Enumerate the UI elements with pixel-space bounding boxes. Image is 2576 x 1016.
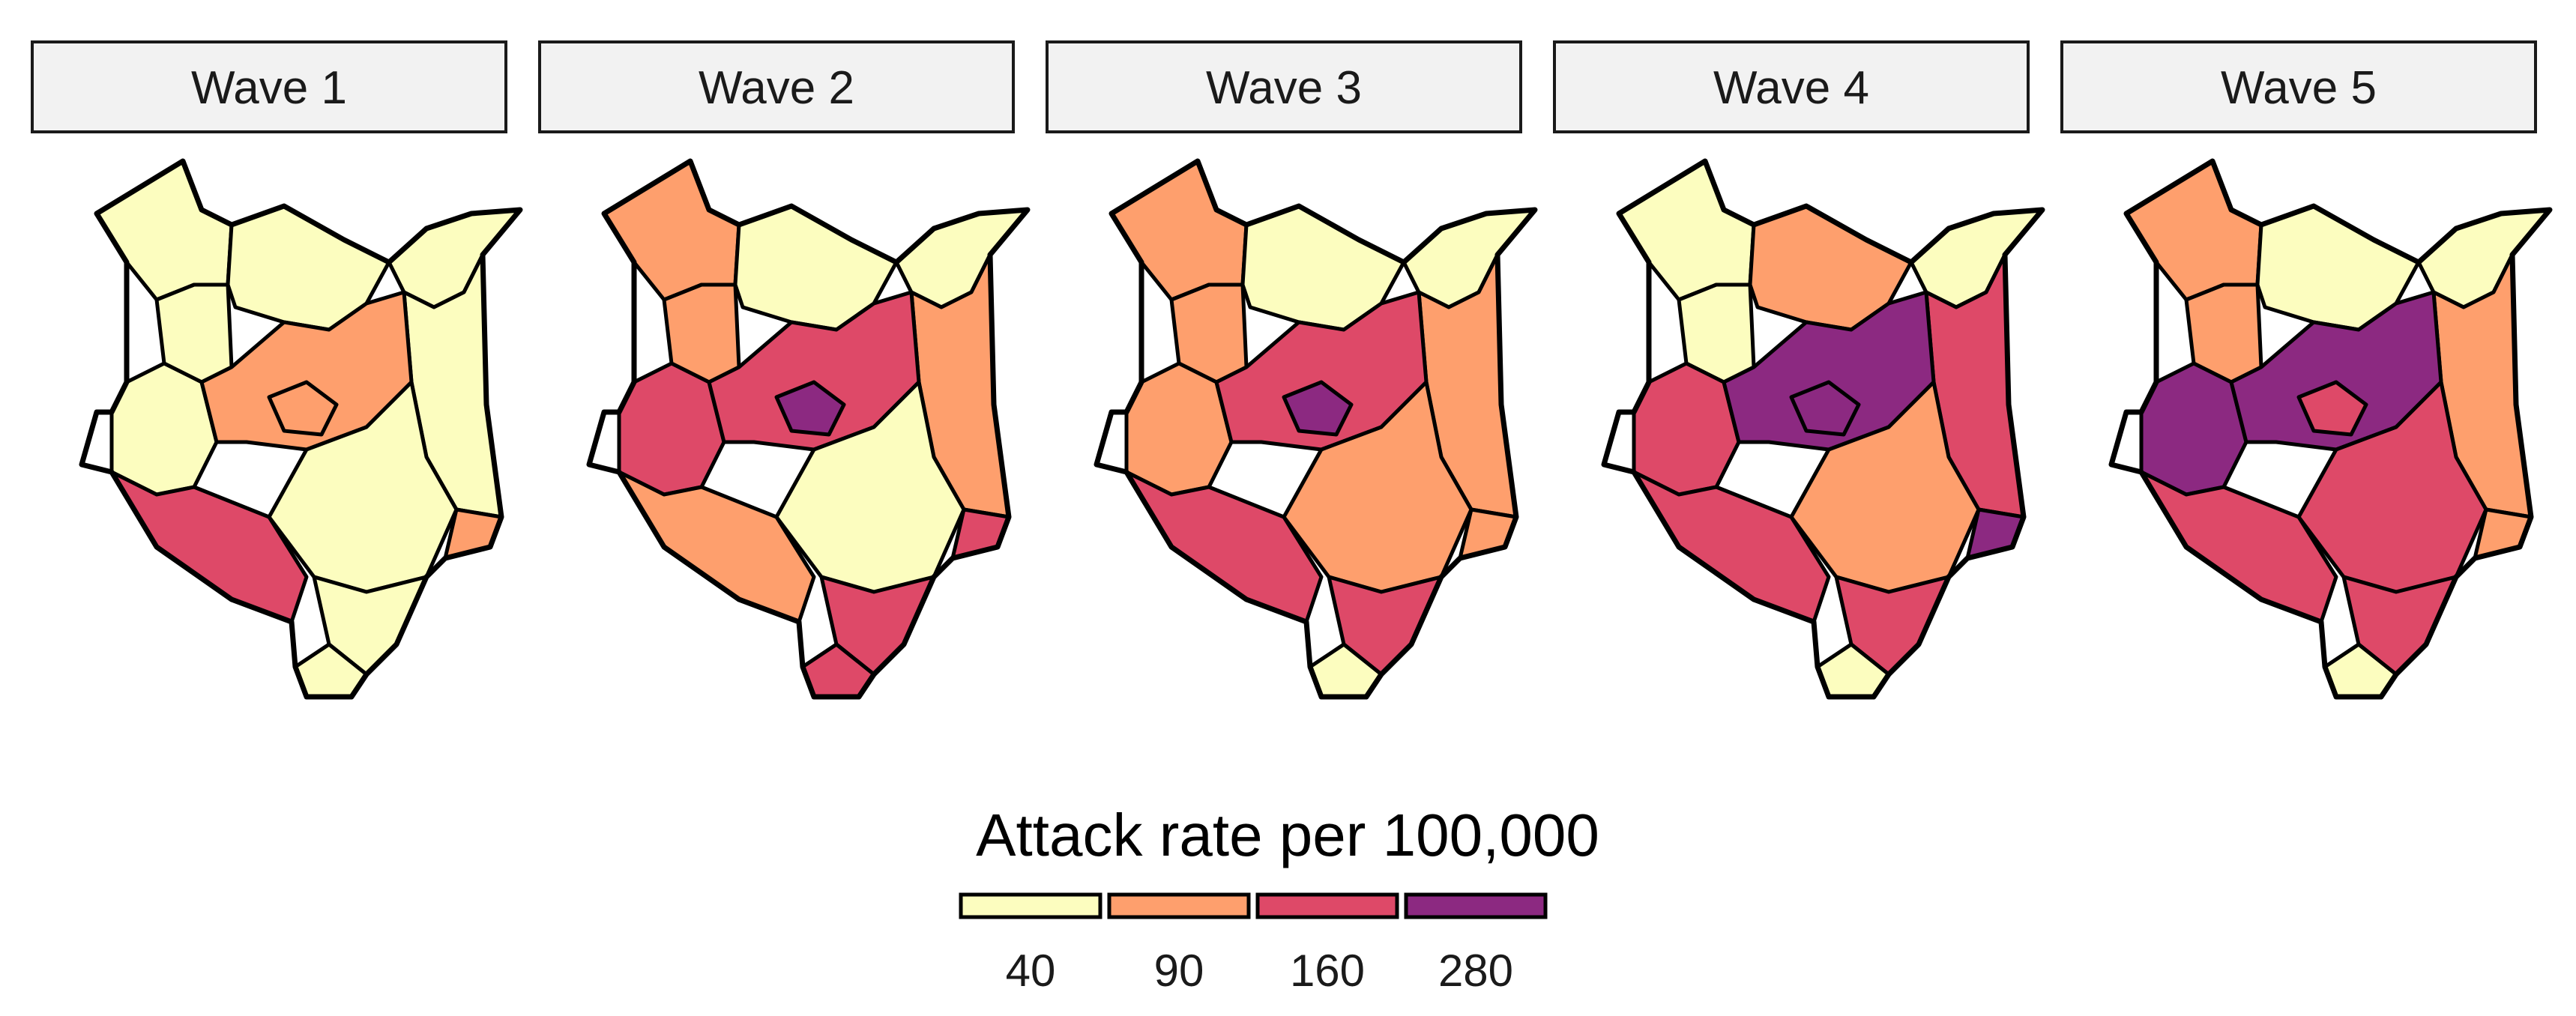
legend-key-40 [959,892,1103,919]
map-region-south-central [1789,380,1981,594]
map-region-south-central [2296,380,2488,594]
map-region-far-west [1109,159,1249,302]
map-region-far-west [94,159,234,302]
legend-label-160: 160 [1290,946,1365,996]
map-panel: Wave 3 [1046,40,1538,700]
map-region-south-west [109,470,309,624]
legend-key-90 [1107,892,1251,919]
country-outline [586,158,1031,700]
map-region-capital [774,380,846,437]
legend-key-160 [1255,892,1399,919]
map-region-far-west [1617,159,1756,302]
map-region-central-belt [199,290,414,452]
kenya-map [79,158,523,700]
map-region-south-central [774,380,966,594]
kenya-map [2108,158,2553,700]
kenya-map [586,158,1031,700]
legend-title: Attack rate per 100,000 [976,802,1599,868]
map-region-capital [2296,380,2368,437]
map-region-far-west [2124,159,2263,302]
panel-strip [2060,40,2537,133]
country-outline [1601,158,2045,700]
map-region-central-belt [707,290,921,452]
map-region-south-central [1282,380,1473,594]
map-region-south-west [2139,470,2338,624]
panel-label: Wave 2 [699,62,854,114]
map-region-south-central [267,380,459,594]
kenya-map [1094,158,1538,700]
legend-label-280: 280 [1438,946,1513,996]
map-panel: Wave 4 [1553,40,2045,700]
country-outline [2108,158,2553,700]
map-region-south-west [1124,470,1324,624]
map-region-central-belt [2229,290,2443,452]
legend-label-40: 40 [1006,946,1056,996]
legend-label-90: 90 [1154,946,1204,996]
map-region-capital [1282,380,1354,437]
map-panels: Wave 1 Wave 2 Wave 3 Wave 4 Wave 5 [31,40,2553,700]
map-region-capital [267,380,339,437]
country-outline [79,158,523,700]
map-panel: Wave 1 [31,40,523,700]
map-region-south-west [1632,470,1831,624]
country-outline [1094,158,1538,700]
panel-label: Wave 3 [1206,62,1362,114]
kenya-map [1601,158,2045,700]
map-region-central-belt [1722,290,1936,452]
panel-label: Wave 5 [2221,62,2377,114]
map-region-capital [1789,380,1861,437]
panel-strip [538,40,1015,133]
legend: Attack rate per 100,000 40 90 160 280 [959,802,1599,996]
map-region-central-belt [1214,290,1429,452]
map-panel: Wave 2 [538,40,1031,700]
panel-strip [1046,40,1522,133]
panel-label: Wave 4 [1713,62,1869,114]
map-panel: Wave 5 [2060,40,2553,700]
legend-key-280 [1404,892,1548,919]
panel-strip [31,40,507,133]
panel-label: Wave 1 [191,62,347,114]
panel-strip [1553,40,2030,133]
map-region-far-west [602,159,741,302]
map-region-south-west [617,470,816,624]
